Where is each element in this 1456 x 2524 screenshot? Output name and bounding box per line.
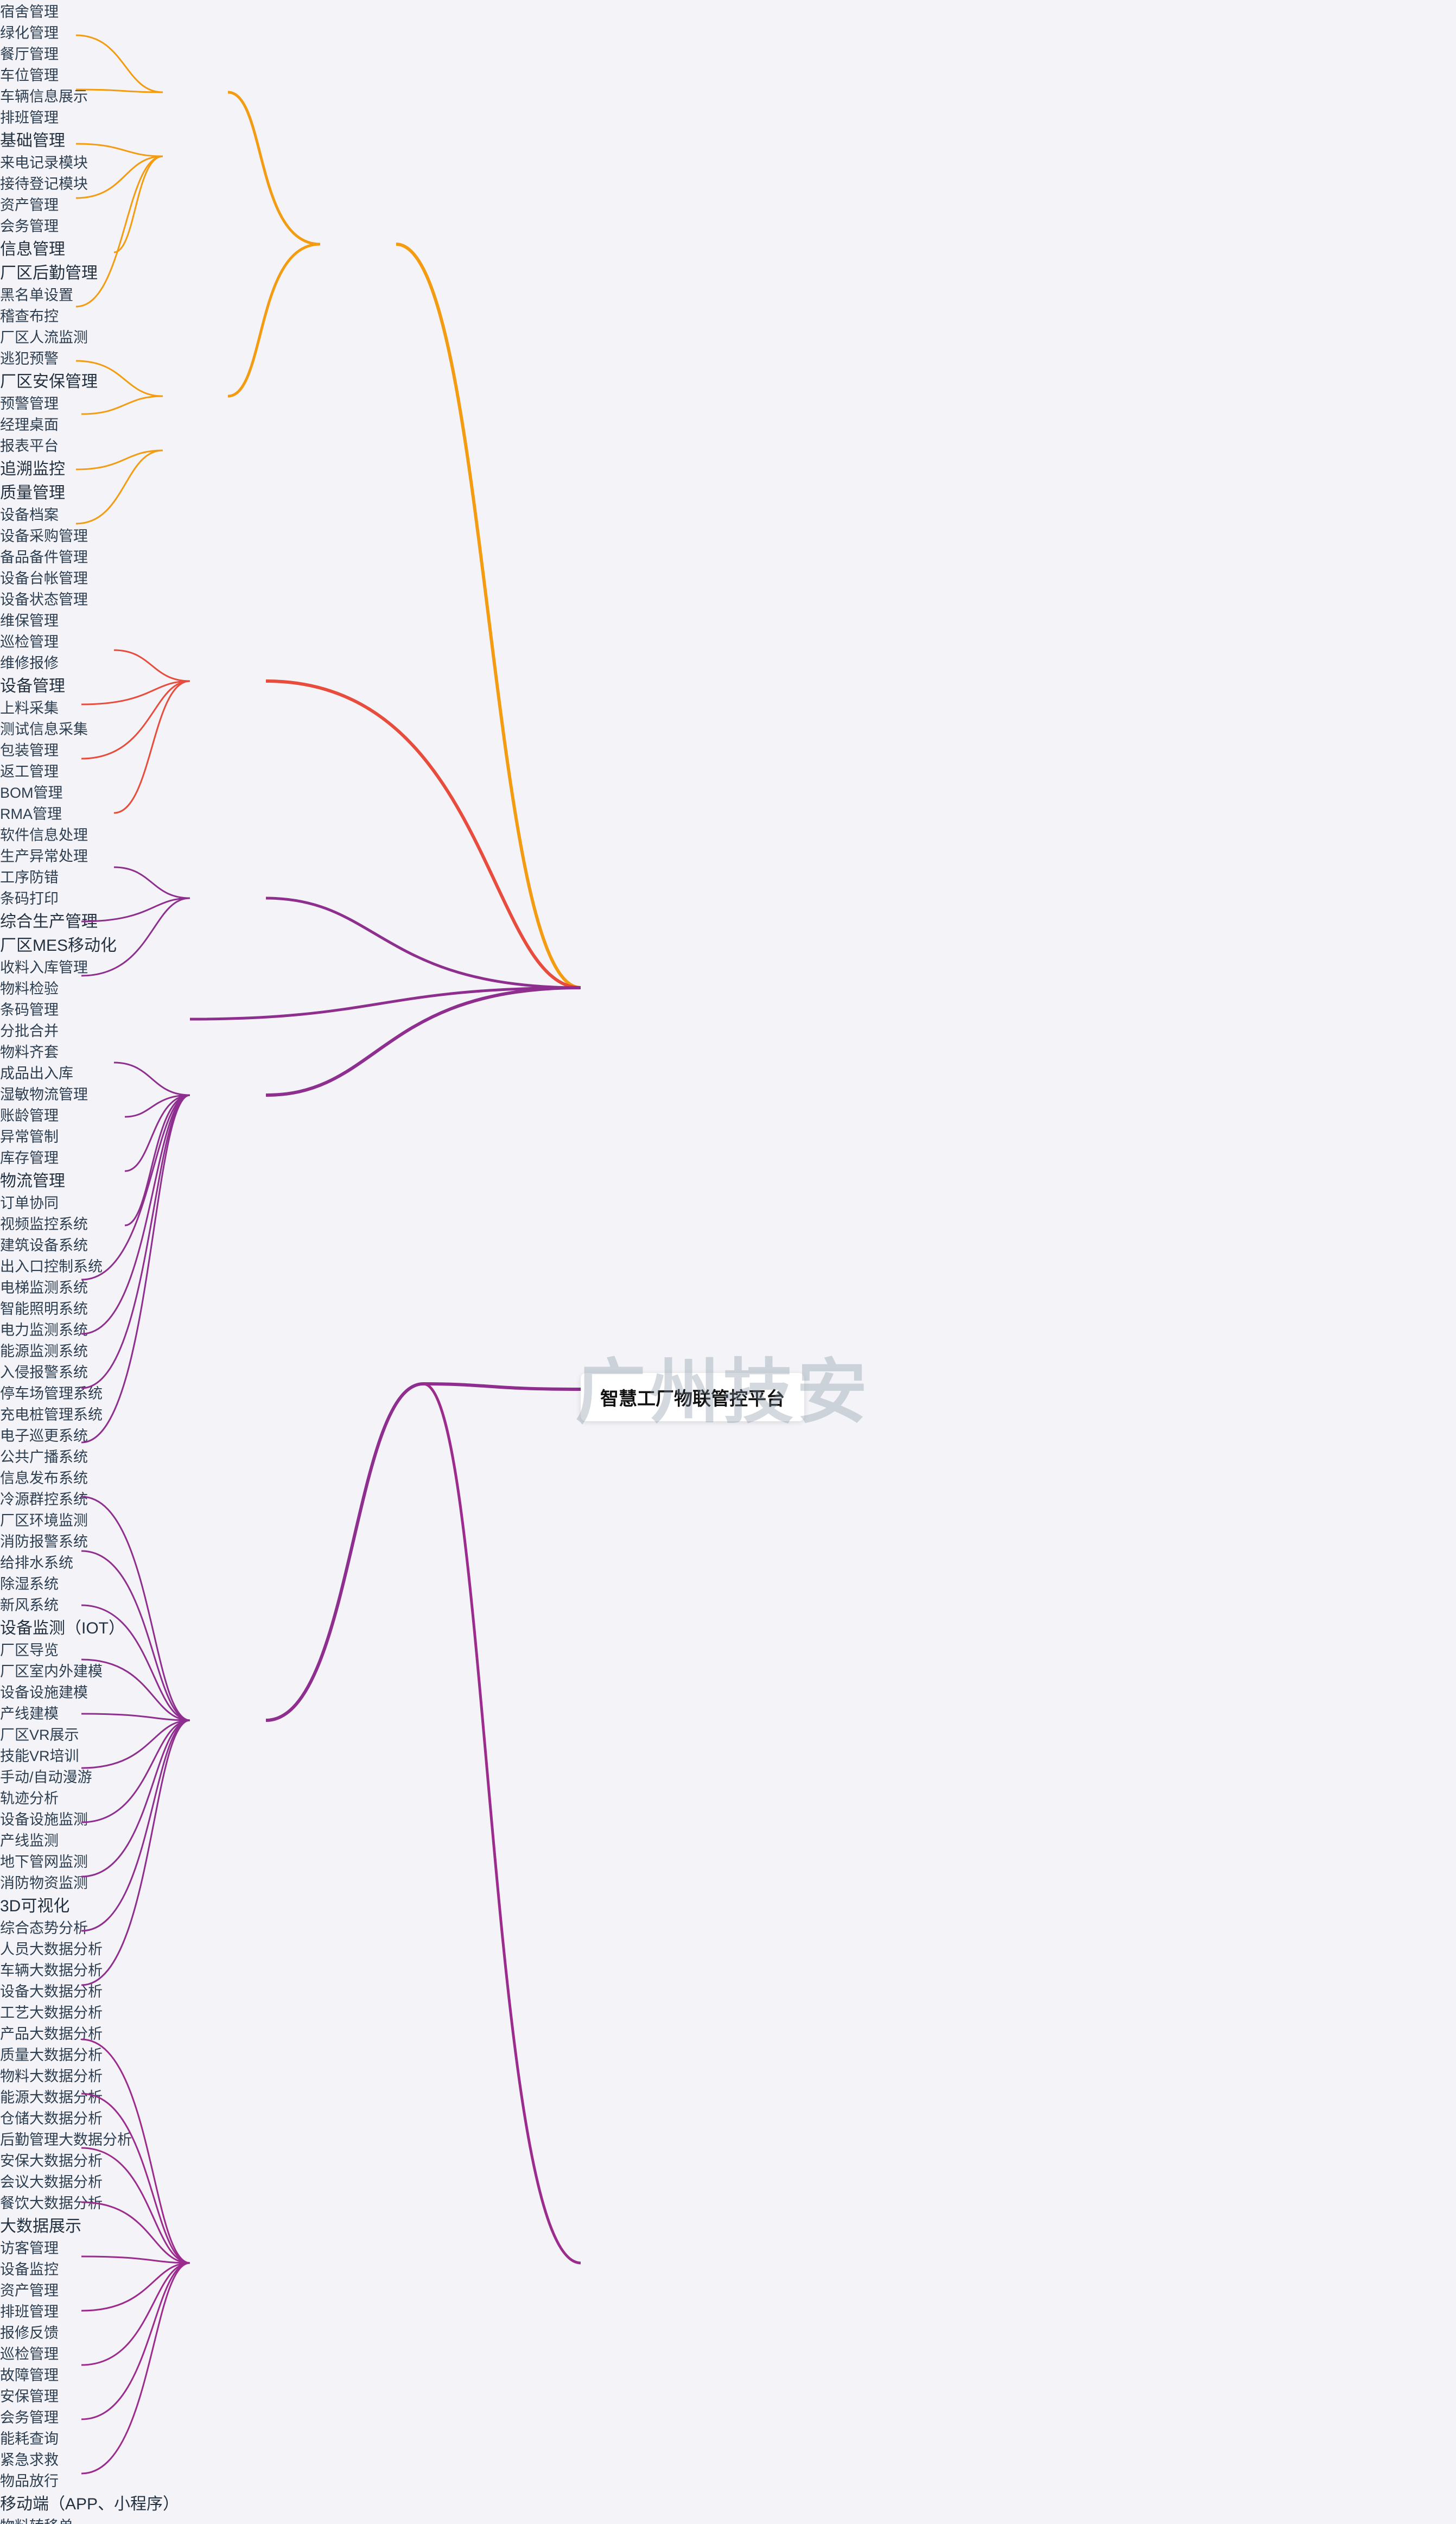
connector-lines (0, 0, 1456, 2524)
mindmap-canvas: 智慧工厂物联管控平台 广州技安 宿舍管理 绿化管理 餐厅管理 车位管理 车辆信息… (0, 0, 1456, 2524)
root-node[interactable]: 智慧工厂物联管控平台 (581, 1373, 804, 1421)
